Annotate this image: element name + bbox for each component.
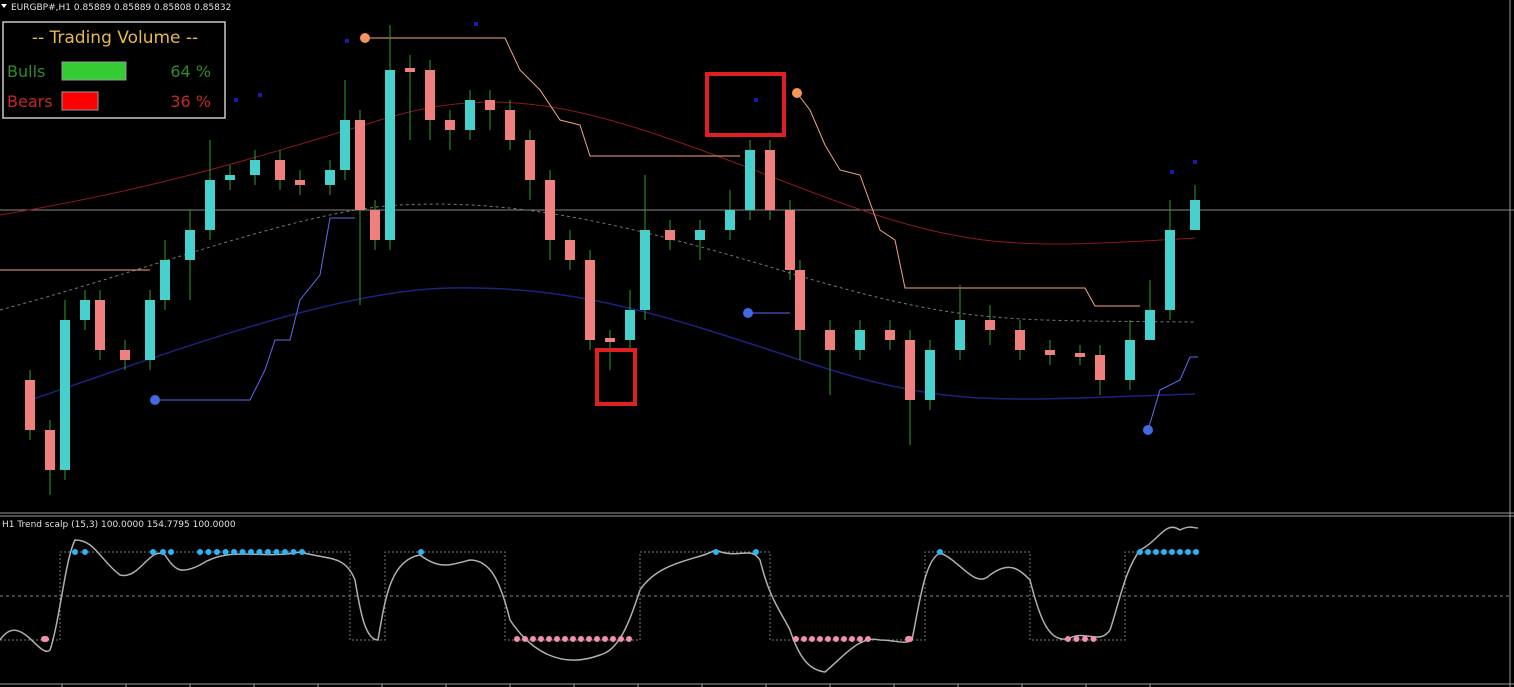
signal-dot (792, 88, 802, 98)
time-ticks (61, 684, 1151, 687)
signal-dot (150, 395, 160, 405)
moving-average (29, 287, 1196, 401)
moving-average (0, 101, 1196, 245)
volume-rows: Bulls 64 % Bears 36 % (7, 61, 211, 111)
symbol-header: EURGBP#,H1 0.85889 0.85889 0.85808 0.858… (11, 3, 231, 13)
highlight-box (595, 348, 637, 406)
volume-row-value: 64 % (170, 62, 211, 81)
fractal-marker (474, 22, 478, 26)
fractal-marker (1170, 170, 1174, 174)
indicator-header: H1 Trend scalp (15,3) 100.0000 154.7795 … (2, 520, 236, 530)
volume-row-value: 36 % (170, 92, 211, 111)
menu-arrow[interactable] (1, 4, 7, 8)
moving-average (0, 203, 1196, 323)
fractal-marker (754, 98, 758, 102)
volume-bar (61, 61, 127, 81)
highlight-box (705, 72, 786, 137)
fractal-marker (234, 98, 238, 102)
volume-bar (61, 91, 99, 111)
signal-dot (1143, 425, 1153, 435)
fractal-marker (258, 93, 262, 97)
trailing-stop-lower (155, 217, 1198, 431)
bullish-candles (60, 70, 1200, 470)
fractal-markers (234, 22, 1197, 174)
volume-row-name: Bears (7, 92, 53, 111)
fractal-marker (345, 39, 349, 43)
oscillator-line (0, 526, 1199, 673)
fractal-marker (1193, 160, 1197, 164)
volume-row-name: Bulls (7, 62, 45, 81)
signal-dot (360, 33, 370, 43)
volume-title: -- Trading Volume -- (32, 28, 198, 48)
signal-dot (743, 308, 753, 318)
signal-steps (0, 551, 1198, 641)
up-dots (72, 549, 1201, 555)
trailing-stop-upper (0, 37, 1140, 307)
